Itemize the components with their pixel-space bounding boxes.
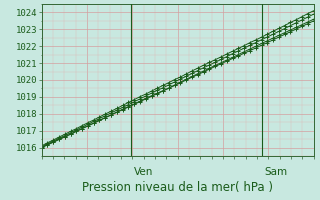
Text: Sam: Sam xyxy=(265,167,288,177)
X-axis label: Pression niveau de la mer( hPa ): Pression niveau de la mer( hPa ) xyxy=(82,181,273,194)
Text: Ven: Ven xyxy=(134,167,154,177)
